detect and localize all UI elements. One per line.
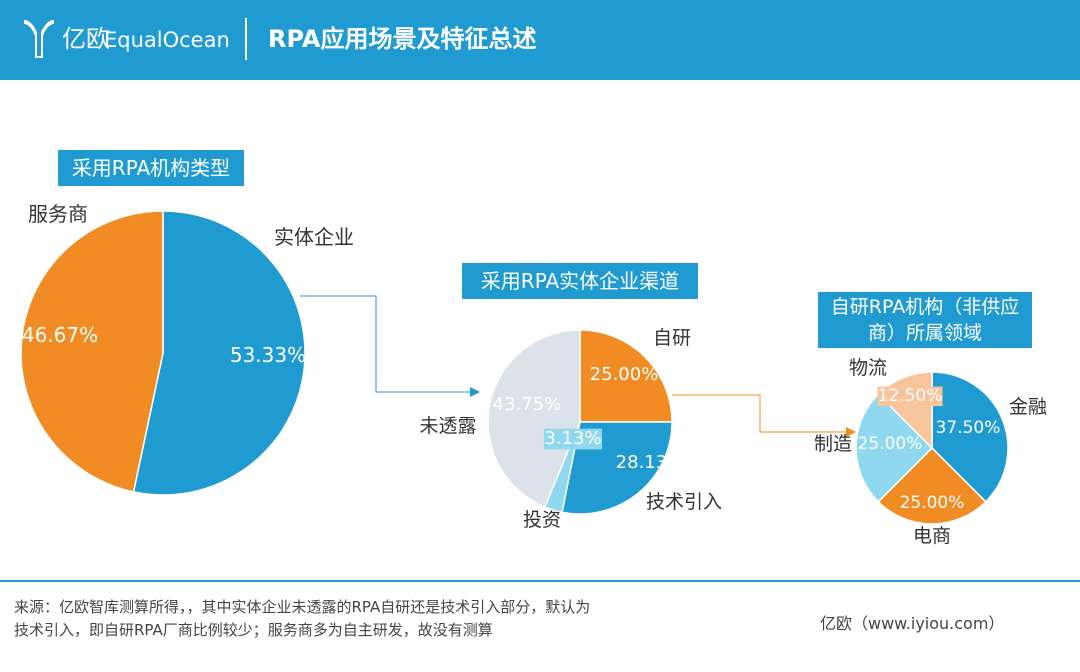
pie2-category-label-4: 未透露 <box>419 415 476 437</box>
pie1-category-label-2: 服务商 <box>28 202 88 226</box>
pie2-category-label-1: 自研 <box>653 327 691 349</box>
header-bar: 亿欧 EqualOcean RPA应用场景及特征总述 <box>0 0 1080 80</box>
chart3-title-line1: 自研RPA机构（非供应 <box>830 296 1020 318</box>
pie2-category-label-3: 投资 <box>523 509 561 531</box>
pie3-slice-3 <box>855 393 934 503</box>
pie2-value-label-4: 43.75% <box>493 394 562 415</box>
pie3-slice-1 <box>931 371 1009 503</box>
pie3-category-label-3: 制造 <box>814 433 852 455</box>
brand-name-en: EqualOcean <box>104 28 230 52</box>
pie3-category-label-4: 物流 <box>849 357 887 379</box>
footer-note: 来源：亿欧智库测算所得，，其中实体企业未透露的RPA自研还是技术引入部分，默认为… <box>14 598 591 639</box>
pie3-value-label-4: 12.50% <box>878 386 943 406</box>
chart3-title: 自研RPA机构（非供应 商）所属领域 <box>818 292 1032 348</box>
pie2-value-label-1: 25.00% <box>590 364 659 385</box>
chart2-title: 采用RPA实体企业渠道 <box>462 263 698 299</box>
pie1-value-label-1: 53.33% <box>230 343 306 367</box>
header-divider <box>245 18 247 60</box>
pie3-value-label-1: 37.50% <box>936 418 1001 438</box>
pie2-category-label-2: 技术引入 <box>646 491 722 513</box>
pie2-value-label-3: 3.13% <box>544 428 601 449</box>
footer-divider <box>0 580 1080 582</box>
chart3-title-line2: 商）所属领域 <box>867 322 982 344</box>
equalocean-logo-icon <box>24 20 54 58</box>
pie3-value-bg-4 <box>877 386 943 407</box>
pie1-slice-1 <box>132 210 306 496</box>
pie3-value-label-2: 25.00% <box>900 493 965 513</box>
pie3-category-label-1: 金融 <box>1009 396 1047 418</box>
pie2-slice-1 <box>579 329 673 423</box>
pie3-category-label-2: 电商 <box>913 525 951 547</box>
pie1-slice-2 <box>20 210 164 493</box>
pie1-value-label-2: 46.67% <box>22 323 98 347</box>
connector-arrow-2 <box>672 394 856 437</box>
page-title: RPA应用场景及特征总述 <box>268 25 537 53</box>
chart1-title: 采用RPA机构类型 <box>58 150 244 186</box>
pie3-value-label-3: 25.00% <box>858 434 923 454</box>
brand-name-cn: 亿欧 <box>62 25 110 53</box>
pie3-slice-2 <box>877 446 987 525</box>
pie1-category-label-1: 实体企业 <box>274 225 354 249</box>
pie-chart-1: 53.33% 46.67% 实体企业 服务商 <box>20 202 354 496</box>
footer-source: 亿欧（www.iyiou.com） <box>820 614 1005 633</box>
connector-arrow-1 <box>300 295 480 397</box>
pie2-value-bg-3 <box>543 428 603 450</box>
pie2-value-label-2: 28.13% <box>616 452 685 473</box>
pie2-slice-4 <box>487 329 581 508</box>
